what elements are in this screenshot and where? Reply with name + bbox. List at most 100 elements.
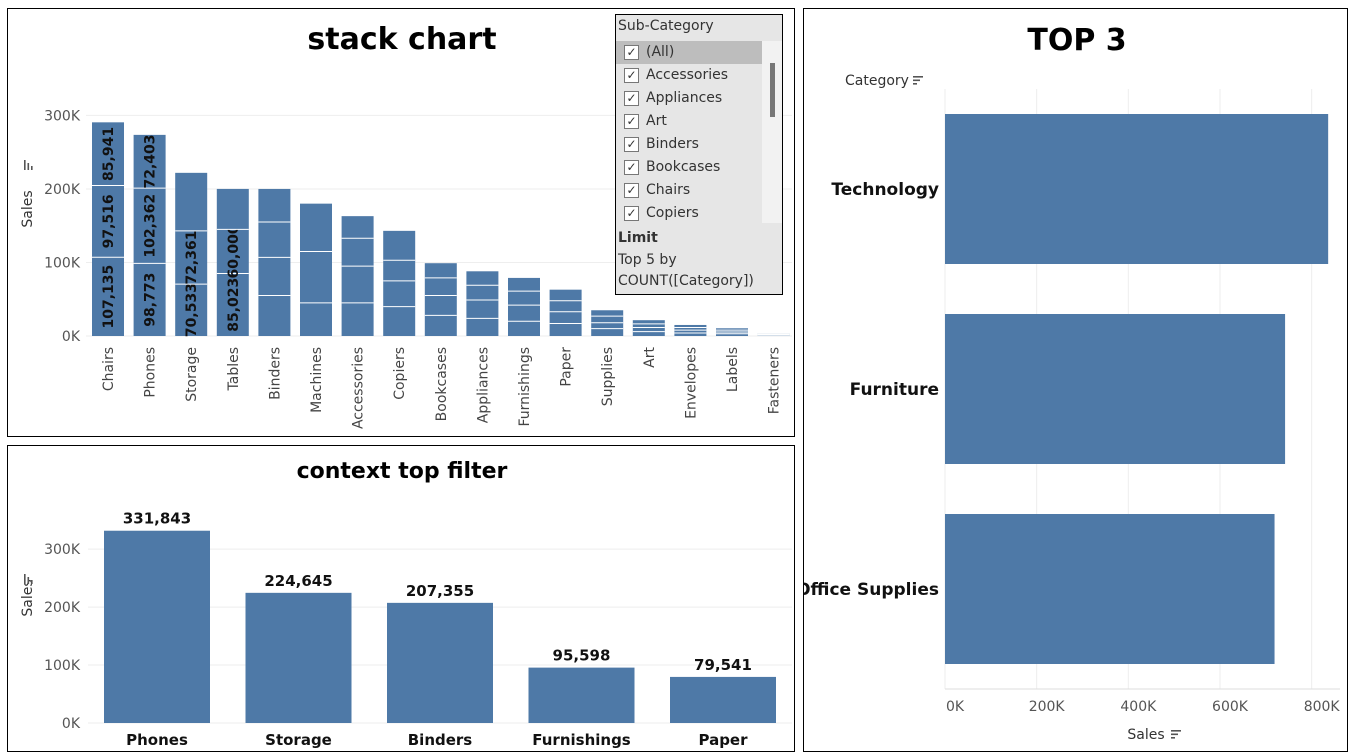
stack-bar-segment[interactable] bbox=[383, 230, 416, 261]
filter-item[interactable]: ✓ Binders bbox=[616, 133, 762, 156]
filter-item[interactable]: ✓ Bookcases bbox=[616, 156, 762, 179]
stack-bar-segment[interactable] bbox=[341, 302, 374, 336]
stack-bar-segment[interactable] bbox=[674, 333, 707, 336]
filter-item-label: Copiers bbox=[646, 205, 699, 221]
checkbox-icon[interactable]: ✓ bbox=[624, 68, 639, 83]
stack-sort-icon[interactable] bbox=[24, 160, 33, 170]
stack-bar-segment[interactable] bbox=[383, 280, 416, 307]
stack-bar-segment[interactable] bbox=[632, 320, 665, 324]
stack-bar-segment[interactable] bbox=[632, 327, 665, 332]
stack-bar-segment[interactable] bbox=[716, 330, 748, 332]
stack-bar-segment[interactable] bbox=[549, 289, 582, 301]
stack-bar-segment[interactable] bbox=[632, 323, 665, 328]
stack-y-axis-title[interactable]: Sales bbox=[20, 190, 36, 227]
stack-bar-segment[interactable] bbox=[424, 263, 457, 278]
top3-x-axis-label[interactable]: Sales bbox=[1127, 727, 1164, 743]
stack-bar-segment[interactable] bbox=[424, 295, 457, 316]
stack-bar-segment[interactable] bbox=[133, 188, 166, 264]
stack-bar-segment[interactable] bbox=[341, 238, 374, 267]
filter-item[interactable]: ✓ Chairs bbox=[616, 179, 762, 202]
top3-bar[interactable] bbox=[945, 114, 1329, 264]
stack-bar-segment[interactable] bbox=[258, 222, 291, 258]
stack-bar-segment[interactable] bbox=[632, 331, 665, 336]
context-y-axis-label: Sales bbox=[20, 579, 36, 616]
stack-bar-segment[interactable] bbox=[549, 300, 582, 312]
checkbox-icon[interactable]: ✓ bbox=[624, 160, 639, 175]
stack-bar-segment[interactable] bbox=[133, 263, 166, 336]
stack-bar-segment[interactable] bbox=[92, 257, 124, 336]
filter-item[interactable]: ✓ (All) bbox=[616, 41, 762, 64]
filter-scrollbar[interactable] bbox=[762, 41, 782, 223]
filter-item[interactable]: ✓ Copiers bbox=[616, 202, 762, 225]
context-bar[interactable] bbox=[387, 602, 493, 723]
filter-item[interactable]: ✓ Appliances bbox=[616, 87, 762, 110]
stack-bar-segment[interactable] bbox=[258, 188, 291, 223]
stack-bar-segment[interactable] bbox=[508, 321, 540, 336]
top3-x-tick-label: 400K bbox=[1120, 699, 1157, 715]
checkbox-icon[interactable]: ✓ bbox=[624, 183, 639, 198]
context-bar[interactable] bbox=[245, 592, 352, 723]
category-sort-icon[interactable] bbox=[913, 76, 923, 85]
stack-bar-segment[interactable] bbox=[341, 216, 374, 239]
stack-bar-segment[interactable] bbox=[716, 331, 748, 334]
checkbox-icon[interactable]: ✓ bbox=[624, 45, 639, 60]
stack-bar-segment[interactable] bbox=[591, 316, 624, 323]
sales-sort-icon[interactable] bbox=[1171, 730, 1181, 739]
stack-bar-segment[interactable] bbox=[508, 277, 540, 292]
stack-bar-segment[interactable] bbox=[175, 284, 208, 336]
stack-bar-segment[interactable] bbox=[92, 185, 124, 258]
stack-bar-segment[interactable] bbox=[300, 203, 332, 252]
category-header[interactable]: Category bbox=[845, 73, 909, 89]
stack-bar-segment[interactable] bbox=[300, 302, 332, 336]
stack-bar-segment[interactable] bbox=[341, 266, 374, 303]
stack-bar-segment[interactable] bbox=[216, 229, 249, 274]
stack-bar-segment[interactable] bbox=[549, 311, 582, 324]
checkbox-icon[interactable]: ✓ bbox=[624, 206, 639, 221]
stack-bar-segment[interactable] bbox=[92, 122, 124, 186]
stack-bar-segment[interactable] bbox=[591, 310, 624, 317]
stack-y-tick-label: 0K bbox=[62, 329, 81, 345]
context-bar[interactable] bbox=[670, 676, 776, 723]
stack-bar-segment[interactable] bbox=[216, 188, 249, 230]
stack-bar-segment[interactable] bbox=[466, 271, 499, 286]
stack-bar-segment[interactable] bbox=[383, 306, 416, 336]
top3-chart-title: TOP 3 bbox=[1027, 23, 1126, 58]
stack-bar-segment[interactable] bbox=[258, 295, 291, 336]
stack-bar-segment[interactable] bbox=[674, 324, 707, 328]
context-bar[interactable] bbox=[104, 530, 210, 723]
stack-bar-segment[interactable] bbox=[466, 285, 499, 300]
stack-bar-segment[interactable] bbox=[591, 322, 624, 329]
stack-bar-segment[interactable] bbox=[424, 315, 457, 336]
stack-bar-segment[interactable] bbox=[216, 273, 249, 336]
stack-bar-segment[interactable] bbox=[133, 134, 166, 189]
stack-bar-segment[interactable] bbox=[508, 291, 540, 306]
stack-bar-segment[interactable] bbox=[175, 172, 208, 231]
checkbox-icon[interactable]: ✓ bbox=[624, 114, 639, 129]
stack-bar-segment[interactable] bbox=[549, 323, 582, 337]
stack-bar-segment[interactable] bbox=[508, 305, 540, 322]
sub-category-filter[interactable]: Sub-Category ✓ (All) ✓ Accessories ✓ Applianc… bbox=[615, 14, 783, 295]
stack-bar-segment[interactable] bbox=[716, 328, 748, 331]
context-sort-icon[interactable] bbox=[24, 574, 33, 584]
filter-item[interactable]: ✓ Art bbox=[616, 110, 762, 133]
stack-bar-segment[interactable] bbox=[258, 257, 291, 296]
filter-scroll-thumb[interactable] bbox=[770, 63, 775, 117]
top3-bar[interactable] bbox=[945, 314, 1286, 464]
stack-bar-segment[interactable] bbox=[674, 330, 707, 334]
stack-bar-segment[interactable] bbox=[424, 277, 457, 296]
top3-bar[interactable] bbox=[945, 514, 1275, 664]
stack-bar-segment[interactable] bbox=[300, 251, 332, 303]
stack-bar-segment[interactable] bbox=[674, 327, 707, 331]
stack-bar-segment[interactable] bbox=[591, 328, 624, 336]
stack-bar-segment[interactable] bbox=[383, 260, 416, 281]
context-y-axis-title[interactable]: Sales bbox=[20, 579, 36, 616]
context-y-tick-label: 100K bbox=[44, 658, 81, 674]
stack-bar-segment[interactable] bbox=[716, 333, 748, 336]
stack-bar-segment[interactable] bbox=[175, 230, 208, 285]
context-bar[interactable] bbox=[528, 667, 635, 723]
stack-bar-segment[interactable] bbox=[466, 299, 499, 319]
checkbox-icon[interactable]: ✓ bbox=[624, 91, 639, 106]
stack-bar-segment[interactable] bbox=[466, 318, 499, 336]
checkbox-icon[interactable]: ✓ bbox=[624, 137, 639, 152]
filter-item[interactable]: ✓ Accessories bbox=[616, 64, 762, 87]
